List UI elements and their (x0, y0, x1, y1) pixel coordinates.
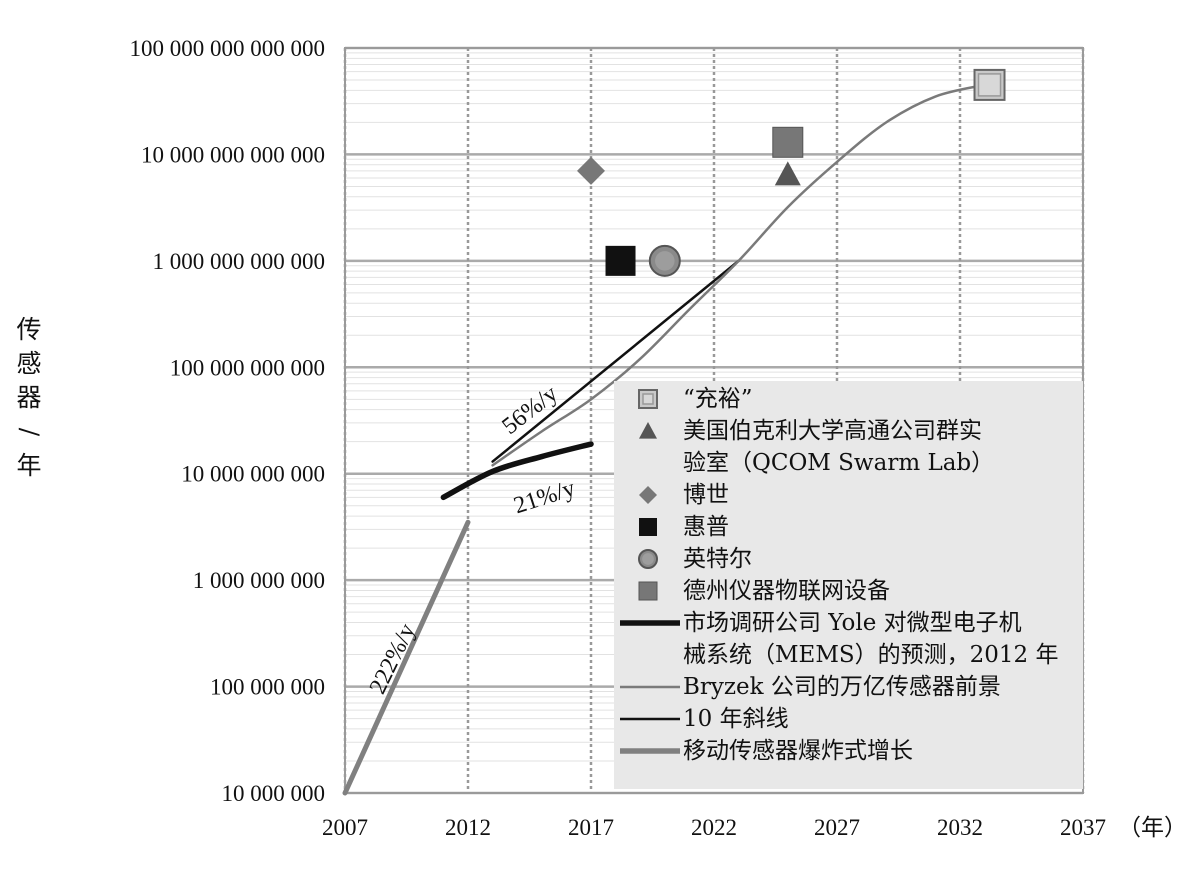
legend-label: 博世 (683, 482, 729, 508)
y-tick-label: 1 000 000 000 000 (153, 249, 326, 274)
series-line-yole (440, 441, 594, 501)
y-tick-label: 1 000 000 000 (193, 568, 325, 593)
y-tick-label: 100 000 000 (210, 675, 325, 700)
x-tick-label: 2027 (814, 815, 860, 840)
y-tick-label: 10 000 000 000 000 (141, 142, 325, 167)
legend-label: 市场调研公司 Yole 对微型电子机 (683, 610, 1022, 636)
legend-label: 械系统（MEMS）的预测，2012 年 (683, 642, 1059, 668)
legend-label: 英特尔 (683, 546, 752, 572)
legend-swatch (639, 422, 657, 439)
y-axis-label-char: 传 (16, 315, 41, 344)
legend-label: 10 年斜线 (683, 706, 789, 732)
legend-label: 惠普 (683, 514, 729, 540)
y-tick-label: 100 000 000 000 (170, 355, 325, 380)
data-point-ti (772, 126, 804, 158)
data-point-abundance (973, 68, 1006, 101)
data-point-hp (605, 245, 636, 276)
marker-layer (577, 68, 1006, 277)
legend-label: 验室（QCOM Swarm Lab） (683, 450, 994, 476)
slope-annotation: 21%/y (511, 475, 579, 519)
x-tick-label: 2007 (322, 815, 368, 840)
series-line-mobile (342, 519, 471, 796)
legend-item-bosch: 博世 (639, 482, 729, 508)
legend-item-bryzek: Bryzek 公司的万亿传感器前景 (620, 674, 1001, 700)
legend-box (614, 381, 1083, 789)
y-axis-label-char: 年 (16, 451, 41, 480)
x-tick-label: 2037 (1060, 815, 1106, 840)
x-tick-label: 2032 (937, 815, 983, 840)
y-tick-label: 10 000 000 (222, 781, 326, 806)
legend-swatch (638, 389, 658, 409)
legend-item-intel: 英特尔 (638, 546, 752, 572)
legend-label: 移动传感器爆炸式增长 (683, 738, 913, 764)
legend-label: 德州仪器物联网设备 (683, 578, 890, 604)
y-tick-label: 10 000 000 000 (181, 462, 325, 487)
legend-swatch (639, 486, 657, 504)
y-axis-label-char: 器 (16, 383, 41, 412)
axis-layer: 100 000 000 000 000 10 000 000 000 000 1 0… (15, 36, 1187, 840)
legend-swatch (638, 581, 658, 601)
legend-item-mobile: 移动传感器爆炸式增长 (620, 738, 913, 764)
data-point-intel (648, 244, 681, 277)
legend-item-trend10: 10 年斜线 (620, 706, 789, 732)
x-axis-unit: （年） (1118, 815, 1187, 840)
y-axis-label-char: / (15, 428, 44, 437)
data-point-berkeley (774, 161, 801, 186)
x-tick-label: 2022 (691, 815, 737, 840)
series-line-trend10 (491, 259, 740, 463)
x-tick-label: 2017 (568, 815, 614, 840)
x-tick-label: 2012 (445, 815, 491, 840)
legend-swatch (638, 549, 658, 569)
legend-swatch (639, 518, 657, 536)
legend-label: Bryzek 公司的万亿传感器前景 (683, 674, 1001, 700)
series-layer (342, 83, 986, 796)
legend-item-hp: 惠普 (639, 514, 729, 540)
data-point-bosch (577, 156, 605, 185)
legend-item-abundance: “充裕” (638, 386, 753, 412)
legend-item-ti: 德州仪器物联网设备 (638, 578, 890, 604)
y-tick-label: 100 000 000 000 000 (130, 36, 326, 61)
legend-label: “充裕” (683, 386, 753, 412)
series-line-bryzek (491, 83, 986, 467)
y-axis-label-char: 感 (16, 349, 41, 378)
legend-label: 美国伯克利大学高通公司群实 (683, 418, 982, 444)
